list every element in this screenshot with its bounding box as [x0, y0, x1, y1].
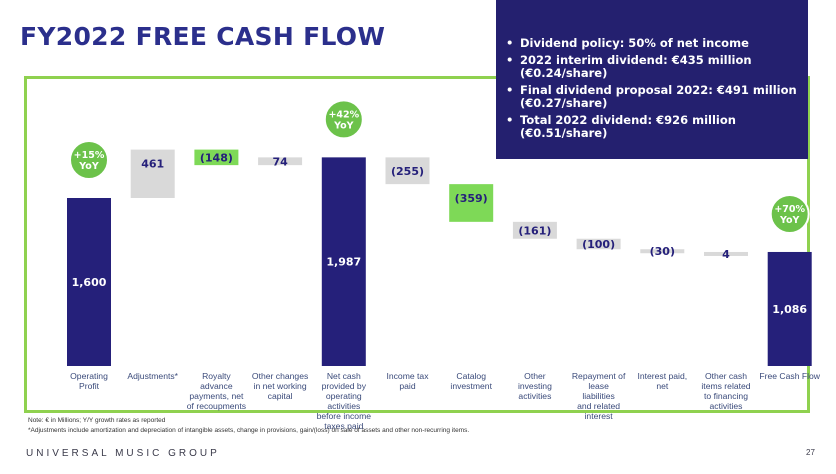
category-label-income-tax-paid: Income tax paid [386, 371, 429, 391]
chart-frame [24, 76, 810, 413]
data-label-other-investing-activities: (161) [518, 224, 551, 237]
bar-adjustments [130, 149, 175, 198]
data-label-other-changes-in-net-working-capital: 74 [272, 155, 288, 168]
yoy-badge-net-cash-provided-by-operating-activitie [323, 99, 364, 140]
data-label-operating-profit: 1,600 [72, 276, 107, 289]
footnote-adjustments: *Adjustments include amortization and de… [28, 427, 470, 434]
data-label-free-cash-flow: 1,086 [772, 303, 807, 316]
bar-income-tax-paid [385, 157, 430, 185]
category-label-other-cash-items-related-to-financing-ac: Other cash items related to financing activ… [701, 371, 750, 411]
category-label-repayment-of-lease-liabilities-and-relat: Repayment of lease liabilities and related i… [572, 371, 626, 421]
category-label-other-changes-in-net-working-capital: Other changes in net working capital [252, 371, 308, 401]
callout-item-dividend-policy: Dividend policy: 50% of net income [506, 37, 800, 51]
page-number: 27 [806, 448, 815, 457]
category-label-adjustments: Adjustments* [127, 371, 178, 381]
category-label-operating-profit: Operating Profit [70, 371, 108, 391]
callout-item-total-dividend: Total 2022 dividend: €926 million (€0.51… [506, 114, 800, 140]
bar-royalty-advance-payments-net-of-recoupme [194, 149, 239, 166]
data-label-catalog-investment: (359) [455, 192, 488, 205]
footnote-note: Note: € in Millions; Y/Y growth rates as… [28, 417, 166, 424]
page-title: FY2022 FREE CASH FLOW [20, 22, 386, 51]
bar-interest-paid-net [640, 249, 685, 254]
yoy-badge-free-cash-flow [769, 193, 810, 234]
data-label-income-tax-paid: (255) [391, 165, 424, 178]
data-label-interest-paid-net: (30) [650, 245, 675, 258]
category-label-interest-paid-net: Interest paid, net [637, 371, 687, 391]
bar-other-changes-in-net-working-capital [258, 157, 303, 166]
yoy-badge-operating-profit [69, 140, 109, 180]
category-label-catalog-investment: Catalog investment [450, 371, 492, 391]
bar-repayment-of-lease-liabilities-and-relat [576, 238, 621, 250]
bar-net-cash-provided-by-operating-activitie [321, 157, 366, 366]
callout-item-interim-dividend: 2022 interim dividend: €435 million (€0.… [506, 54, 800, 80]
bar-other-investing-activities [512, 221, 557, 239]
category-label-royalty-advance-payments-net-of-recoupme: Royalty advance payments, net of recoupment… [187, 371, 246, 411]
yoy-badge-net-cash-provided-by-operating-activitie-text: +42% YoY [328, 109, 359, 131]
category-label-net-cash-provided-by-operating-activitie: Net cash provided by operating activities be… [317, 371, 372, 431]
data-label-adjustments: 461 [141, 158, 164, 171]
callout-item-final-dividend: Final dividend proposal 2022: €491 milli… [506, 84, 800, 110]
category-label-free-cash-flow: Free Cash Flow [759, 371, 820, 381]
bar-free-cash-flow [767, 251, 812, 366]
category-label-other-investing-activities: Other investing activities [518, 371, 552, 401]
yoy-badge-operating-profit-text: +15% YoY [74, 150, 105, 172]
brand-logo-text: UNIVERSAL MUSIC GROUP [26, 448, 220, 459]
data-label-royalty-advance-payments-net-of-recoupme: (148) [200, 151, 233, 164]
bar-other-cash-items-related-to-financing-ac [704, 251, 748, 256]
data-label-repayment-of-lease-liabilities-and-relat: (100) [582, 238, 615, 251]
bar-catalog-investment [449, 184, 494, 222]
data-label-other-cash-items-related-to-financing-ac: 4 [722, 248, 730, 261]
dividend-callout: Dividend policy: 50% of net income 2022 … [496, 0, 808, 159]
data-label-net-cash-provided-by-operating-activitie: 1,987 [326, 256, 361, 269]
bar-operating-profit [67, 198, 111, 366]
yoy-badge-free-cash-flow-text: +70% YoY [774, 204, 805, 226]
